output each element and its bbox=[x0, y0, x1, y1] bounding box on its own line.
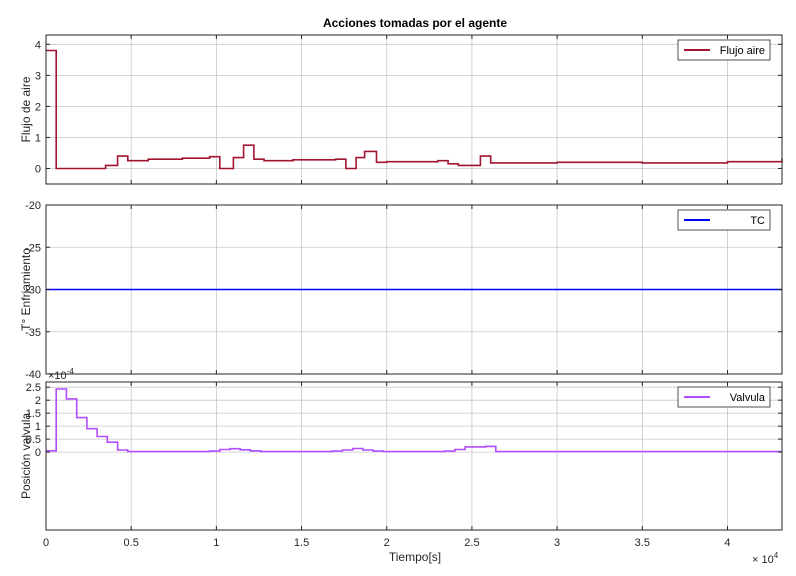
y-tick-label: 0 bbox=[35, 447, 41, 459]
x-tick-label: 0 bbox=[43, 537, 49, 549]
x-exponent-label: × 104 bbox=[752, 551, 779, 566]
legend-label: Valvula bbox=[730, 392, 766, 404]
x-tick-label: 0.5 bbox=[124, 537, 139, 549]
panel-flujo: 0 1 2 3 4 Flujo de aire Flujo aire bbox=[19, 35, 782, 184]
x-tick-label: 2.5 bbox=[464, 537, 479, 549]
y-tick-label: 2.5 bbox=[26, 382, 41, 394]
x-axis-label: Tiempo[s] bbox=[389, 550, 441, 564]
y-tick-label: 2 bbox=[35, 395, 41, 407]
y-axis-label: Flujo de aire bbox=[19, 76, 33, 142]
y-tick-label: 1 bbox=[35, 421, 41, 433]
y-axis-label: T° Enfriamiento bbox=[19, 248, 33, 331]
x-tick-label: 4 bbox=[724, 537, 730, 549]
y-tick-label: 4 bbox=[35, 39, 41, 51]
legend-temperatura: TC bbox=[678, 210, 770, 230]
legend-label: TC bbox=[750, 215, 765, 227]
legend-flujo: Flujo aire bbox=[678, 40, 770, 60]
y-tick-label: -40 bbox=[25, 369, 41, 381]
figure-title: Acciones tomadas por el agente bbox=[323, 16, 507, 30]
y-axis-label: Posición valvula bbox=[19, 413, 33, 499]
x-tick-label: 1.5 bbox=[294, 537, 309, 549]
y-tick-label: 0 bbox=[35, 163, 41, 175]
plot-area bbox=[46, 382, 782, 530]
x-tick-label: 3 bbox=[554, 537, 560, 549]
y-tick-label: 2 bbox=[35, 101, 41, 113]
legend-label: Flujo aire bbox=[720, 45, 765, 57]
y-tick-label: 1 bbox=[35, 132, 41, 144]
x-tick-label: 1 bbox=[213, 537, 219, 549]
y-tick-label: 3 bbox=[35, 70, 41, 82]
legend-valvula: Valvula bbox=[678, 387, 770, 407]
y-exponent-label: ×10-4 bbox=[48, 367, 74, 382]
x-tick-label: 2 bbox=[384, 537, 390, 549]
y-tick-label: -20 bbox=[25, 200, 41, 212]
x-tick-label: 3.5 bbox=[635, 537, 650, 549]
